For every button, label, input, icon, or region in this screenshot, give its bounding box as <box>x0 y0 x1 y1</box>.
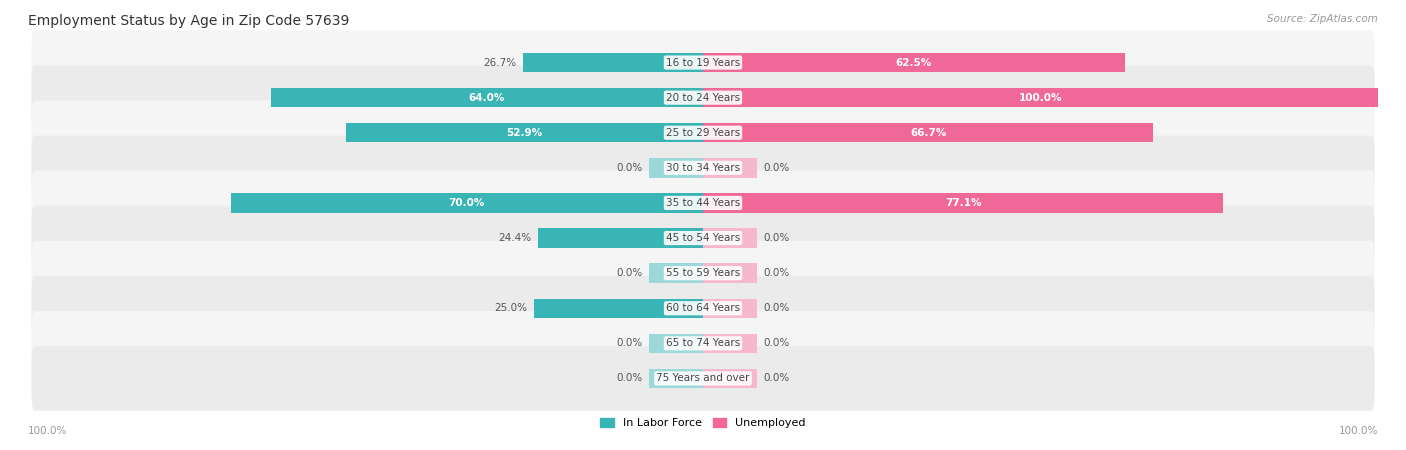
Bar <box>703 123 1153 142</box>
Text: 45 to 54 Years: 45 to 54 Years <box>666 233 740 243</box>
Text: 0.0%: 0.0% <box>763 338 790 348</box>
Bar <box>231 194 703 212</box>
Bar <box>703 158 756 177</box>
Bar <box>703 88 1378 107</box>
FancyBboxPatch shape <box>31 276 1375 341</box>
Text: 75 Years and over: 75 Years and over <box>657 374 749 383</box>
Bar <box>703 369 756 388</box>
Text: 55 to 59 Years: 55 to 59 Years <box>666 268 740 278</box>
Bar <box>650 334 703 353</box>
Text: 0.0%: 0.0% <box>763 303 790 313</box>
Bar <box>538 229 703 248</box>
Legend: In Labor Force, Unemployed: In Labor Force, Unemployed <box>596 413 810 432</box>
Text: 100.0%: 100.0% <box>1019 93 1062 103</box>
Text: 0.0%: 0.0% <box>616 163 643 173</box>
Text: 65 to 74 Years: 65 to 74 Years <box>666 338 740 348</box>
Bar <box>703 229 756 248</box>
Text: 25 to 29 Years: 25 to 29 Years <box>666 128 740 138</box>
Text: 0.0%: 0.0% <box>616 374 643 383</box>
Text: 0.0%: 0.0% <box>763 268 790 278</box>
Bar <box>703 264 756 283</box>
Text: 60 to 64 Years: 60 to 64 Years <box>666 303 740 313</box>
Text: 0.0%: 0.0% <box>763 233 790 243</box>
Text: 52.9%: 52.9% <box>506 128 543 138</box>
FancyBboxPatch shape <box>31 65 1375 130</box>
Text: 26.7%: 26.7% <box>482 58 516 68</box>
FancyBboxPatch shape <box>31 171 1375 235</box>
FancyBboxPatch shape <box>31 135 1375 200</box>
Text: 25.0%: 25.0% <box>495 303 527 313</box>
Text: 77.1%: 77.1% <box>945 198 981 208</box>
FancyBboxPatch shape <box>31 241 1375 306</box>
Text: 0.0%: 0.0% <box>763 163 790 173</box>
Text: Employment Status by Age in Zip Code 57639: Employment Status by Age in Zip Code 576… <box>28 14 350 27</box>
Bar <box>346 123 703 142</box>
Text: Source: ZipAtlas.com: Source: ZipAtlas.com <box>1267 14 1378 23</box>
Text: 16 to 19 Years: 16 to 19 Years <box>666 58 740 68</box>
FancyBboxPatch shape <box>31 346 1375 411</box>
Bar <box>534 299 703 318</box>
FancyBboxPatch shape <box>31 206 1375 270</box>
Bar <box>650 158 703 177</box>
Bar <box>703 194 1223 212</box>
Text: 100.0%: 100.0% <box>28 427 67 436</box>
Text: 24.4%: 24.4% <box>499 233 531 243</box>
Text: 0.0%: 0.0% <box>616 338 643 348</box>
Bar <box>523 53 703 72</box>
Bar <box>271 88 703 107</box>
FancyBboxPatch shape <box>31 30 1375 95</box>
Text: 0.0%: 0.0% <box>616 268 643 278</box>
Text: 0.0%: 0.0% <box>763 374 790 383</box>
Text: 100.0%: 100.0% <box>1339 427 1378 436</box>
Text: 62.5%: 62.5% <box>896 58 932 68</box>
Bar <box>650 369 703 388</box>
Bar <box>703 53 1125 72</box>
Bar <box>703 299 756 318</box>
Text: 66.7%: 66.7% <box>910 128 946 138</box>
Bar <box>650 264 703 283</box>
FancyBboxPatch shape <box>31 311 1375 376</box>
FancyBboxPatch shape <box>31 100 1375 165</box>
Text: 64.0%: 64.0% <box>468 93 505 103</box>
Text: 20 to 24 Years: 20 to 24 Years <box>666 93 740 103</box>
Text: 30 to 34 Years: 30 to 34 Years <box>666 163 740 173</box>
Text: 70.0%: 70.0% <box>449 198 485 208</box>
Text: 35 to 44 Years: 35 to 44 Years <box>666 198 740 208</box>
Bar <box>703 334 756 353</box>
